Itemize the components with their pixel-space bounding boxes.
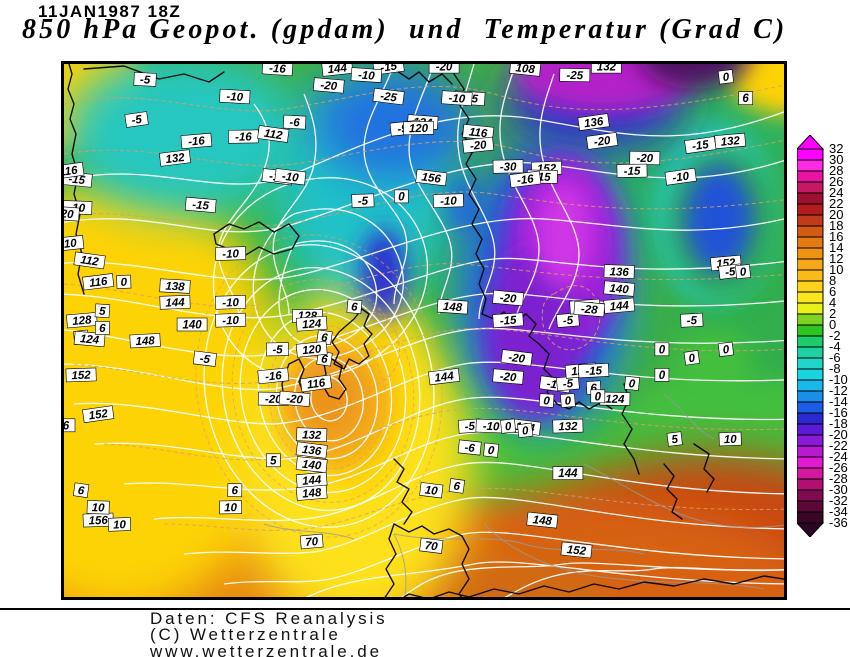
svg-text:-25: -25	[566, 70, 583, 82]
svg-text:-5: -5	[358, 196, 369, 208]
svg-text:144: 144	[434, 370, 455, 384]
svg-text:-16: -16	[235, 131, 252, 143]
svg-text:-10: -10	[672, 171, 691, 185]
svg-text:-20: -20	[636, 153, 653, 165]
svg-text:120: 120	[64, 208, 75, 221]
svg-text:-5: -5	[140, 74, 151, 87]
svg-text:-20: -20	[469, 139, 487, 153]
svg-text:140: 140	[301, 459, 322, 473]
svg-text:-16: -16	[265, 370, 283, 384]
svg-text:0: 0	[398, 191, 405, 203]
svg-text:-10: -10	[448, 93, 466, 106]
svg-text:124: 124	[302, 318, 323, 331]
svg-text:70: 70	[305, 536, 319, 549]
svg-text:132: 132	[558, 421, 578, 434]
svg-text:156: 156	[421, 171, 442, 185]
svg-text:108: 108	[515, 64, 536, 76]
svg-text:0: 0	[595, 391, 602, 403]
svg-text:-5: -5	[464, 421, 476, 434]
svg-text:136: 136	[301, 444, 322, 458]
svg-text:-10: -10	[222, 248, 240, 261]
svg-text:138: 138	[165, 281, 185, 294]
svg-text:-15: -15	[192, 199, 210, 212]
svg-text:116: 116	[88, 276, 108, 290]
svg-text:10: 10	[424, 484, 439, 498]
svg-text:6: 6	[231, 485, 238, 497]
svg-text:124: 124	[79, 333, 100, 347]
svg-text:-20: -20	[499, 292, 517, 305]
svg-text:120: 120	[409, 123, 429, 135]
svg-text:-15: -15	[624, 166, 641, 178]
svg-text:144: 144	[327, 64, 348, 76]
svg-text:140: 140	[183, 320, 203, 332]
svg-text:-5: -5	[199, 353, 211, 366]
svg-text:-6: -6	[64, 420, 70, 432]
svg-text:-10: -10	[358, 70, 376, 83]
svg-text:-5: -5	[725, 266, 737, 279]
svg-text:144: 144	[165, 297, 185, 310]
svg-text:-15: -15	[691, 139, 710, 153]
svg-text:128: 128	[72, 314, 93, 328]
svg-text:120: 120	[302, 343, 323, 357]
svg-text:0: 0	[659, 344, 666, 356]
svg-text:-25: -25	[379, 91, 398, 105]
svg-text:-36: -36	[829, 515, 848, 530]
svg-text:132: 132	[165, 152, 186, 166]
svg-text:152: 152	[566, 544, 587, 558]
svg-text:-10: -10	[226, 91, 244, 104]
svg-text:-16: -16	[516, 173, 535, 187]
svg-text:-6: -6	[464, 442, 476, 455]
svg-text:-20: -20	[593, 135, 612, 149]
svg-text:10: 10	[113, 519, 127, 531]
svg-text:148: 148	[532, 514, 553, 528]
svg-text:-5: -5	[562, 315, 574, 328]
svg-text:-16: -16	[188, 135, 206, 148]
svg-text:-20: -20	[286, 393, 304, 406]
svg-text:-15: -15	[585, 365, 603, 378]
svg-text:148: 148	[302, 487, 323, 501]
svg-text:132: 132	[597, 64, 617, 74]
svg-text:-30: -30	[500, 161, 517, 173]
svg-text:148: 148	[135, 335, 155, 348]
svg-text:132: 132	[720, 135, 741, 149]
svg-text:132: 132	[302, 429, 322, 442]
svg-text:6: 6	[742, 93, 749, 105]
svg-text:5: 5	[270, 455, 277, 467]
svg-text:0: 0	[120, 277, 127, 289]
svg-text:-16: -16	[269, 64, 287, 76]
svg-text:-5: -5	[562, 378, 574, 391]
svg-text:-20: -20	[499, 371, 517, 384]
svg-text:-20: -20	[508, 352, 527, 366]
svg-text:0: 0	[659, 370, 666, 382]
svg-text:152: 152	[71, 370, 91, 383]
svg-text:140: 140	[609, 283, 630, 297]
svg-text:-20: -20	[320, 80, 338, 93]
svg-text:10: 10	[724, 434, 738, 446]
svg-text:136: 136	[609, 266, 629, 279]
svg-text:6: 6	[99, 323, 106, 335]
svg-text:-10: -10	[483, 421, 501, 434]
svg-text:-10: -10	[440, 195, 458, 208]
svg-text:-10: -10	[222, 315, 240, 328]
svg-text:148: 148	[443, 301, 464, 314]
svg-text:10: 10	[92, 502, 106, 514]
svg-text:124: 124	[605, 394, 625, 406]
svg-text:-10: -10	[281, 171, 300, 185]
svg-text:-6: -6	[289, 117, 300, 130]
svg-text:-10: -10	[222, 297, 240, 310]
svg-text:-5: -5	[686, 315, 697, 328]
svg-text:-28: -28	[580, 303, 598, 316]
svg-text:144: 144	[558, 468, 578, 480]
svg-text:-10: -10	[64, 237, 78, 251]
svg-text:-20: -20	[436, 64, 453, 74]
svg-text:10: 10	[224, 502, 238, 514]
svg-text:144: 144	[609, 300, 630, 314]
svg-text:156: 156	[88, 515, 108, 528]
svg-text:70: 70	[424, 540, 439, 554]
svg-text:-15: -15	[499, 315, 517, 328]
svg-text:-5: -5	[272, 344, 283, 356]
